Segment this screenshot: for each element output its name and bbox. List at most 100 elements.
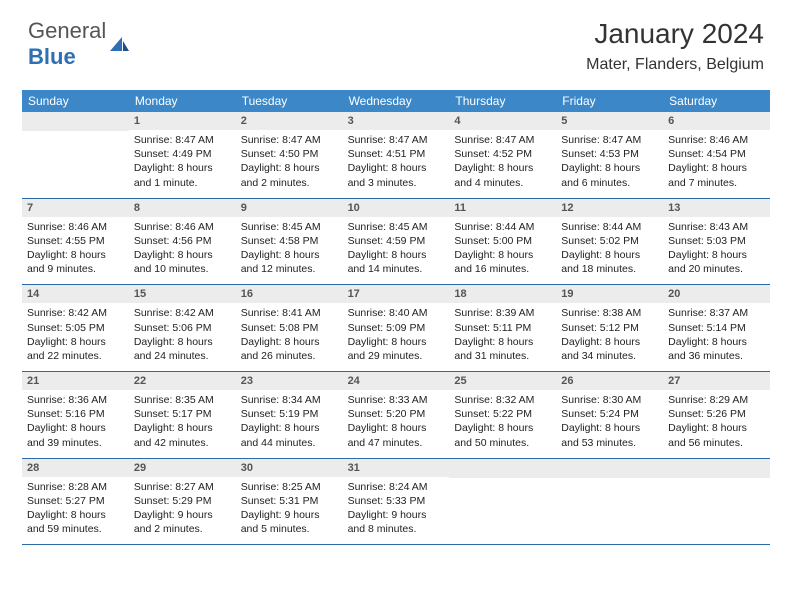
- calendar-cell: 6Sunrise: 8:46 AM Sunset: 4:54 PM Daylig…: [663, 112, 770, 198]
- day-details: Sunrise: 8:47 AM Sunset: 4:49 PM Dayligh…: [129, 130, 236, 198]
- logo-text: General Blue: [28, 18, 106, 70]
- month-title: January 2024: [586, 18, 764, 50]
- title-block: January 2024 Mater, Flanders, Belgium: [586, 18, 764, 74]
- day-number: 1: [129, 112, 236, 130]
- calendar-cell: 15Sunrise: 8:42 AM Sunset: 5:06 PM Dayli…: [129, 285, 236, 371]
- day-number: 23: [236, 372, 343, 390]
- calendar-cell: 27Sunrise: 8:29 AM Sunset: 5:26 PM Dayli…: [663, 372, 770, 458]
- day-number: 24: [343, 372, 450, 390]
- calendar-cell: 22Sunrise: 8:35 AM Sunset: 5:17 PM Dayli…: [129, 372, 236, 458]
- day-details: Sunrise: 8:37 AM Sunset: 5:14 PM Dayligh…: [663, 303, 770, 371]
- calendar: Sunday Monday Tuesday Wednesday Thursday…: [22, 90, 770, 545]
- calendar-cell: 10Sunrise: 8:45 AM Sunset: 4:59 PM Dayli…: [343, 199, 450, 285]
- day-header-wed: Wednesday: [343, 90, 450, 112]
- calendar-cell: 28Sunrise: 8:28 AM Sunset: 5:27 PM Dayli…: [22, 459, 129, 545]
- week-row: 1Sunrise: 8:47 AM Sunset: 4:49 PM Daylig…: [22, 112, 770, 199]
- day-details: Sunrise: 8:28 AM Sunset: 5:27 PM Dayligh…: [22, 477, 129, 545]
- day-details: Sunrise: 8:41 AM Sunset: 5:08 PM Dayligh…: [236, 303, 343, 371]
- calendar-cell: 7Sunrise: 8:46 AM Sunset: 4:55 PM Daylig…: [22, 199, 129, 285]
- calendar-cell: 9Sunrise: 8:45 AM Sunset: 4:58 PM Daylig…: [236, 199, 343, 285]
- day-number: 19: [556, 285, 663, 303]
- day-details: Sunrise: 8:39 AM Sunset: 5:11 PM Dayligh…: [449, 303, 556, 371]
- day-details: Sunrise: 8:25 AM Sunset: 5:31 PM Dayligh…: [236, 477, 343, 545]
- day-number: 27: [663, 372, 770, 390]
- calendar-cell: 5Sunrise: 8:47 AM Sunset: 4:53 PM Daylig…: [556, 112, 663, 198]
- week-row: 7Sunrise: 8:46 AM Sunset: 4:55 PM Daylig…: [22, 199, 770, 286]
- day-details: Sunrise: 8:44 AM Sunset: 5:00 PM Dayligh…: [449, 217, 556, 285]
- day-header-sun: Sunday: [22, 90, 129, 112]
- day-header-fri: Friday: [556, 90, 663, 112]
- day-number: 14: [22, 285, 129, 303]
- day-details: Sunrise: 8:46 AM Sunset: 4:54 PM Dayligh…: [663, 130, 770, 198]
- calendar-cell: 3Sunrise: 8:47 AM Sunset: 4:51 PM Daylig…: [343, 112, 450, 198]
- day-number: [449, 459, 556, 478]
- day-details: Sunrise: 8:27 AM Sunset: 5:29 PM Dayligh…: [129, 477, 236, 545]
- day-details: Sunrise: 8:29 AM Sunset: 5:26 PM Dayligh…: [663, 390, 770, 458]
- logo-word1: General: [28, 18, 106, 43]
- day-details: Sunrise: 8:45 AM Sunset: 4:58 PM Dayligh…: [236, 217, 343, 285]
- day-number: 12: [556, 199, 663, 217]
- location: Mater, Flanders, Belgium: [586, 56, 764, 74]
- day-header-tue: Tuesday: [236, 90, 343, 112]
- day-number: 20: [663, 285, 770, 303]
- calendar-cell: [663, 459, 770, 545]
- calendar-cell: 24Sunrise: 8:33 AM Sunset: 5:20 PM Dayli…: [343, 372, 450, 458]
- day-details: Sunrise: 8:46 AM Sunset: 4:56 PM Dayligh…: [129, 217, 236, 285]
- day-header-row: Sunday Monday Tuesday Wednesday Thursday…: [22, 90, 770, 112]
- calendar-cell: 23Sunrise: 8:34 AM Sunset: 5:19 PM Dayli…: [236, 372, 343, 458]
- calendar-cell: 2Sunrise: 8:47 AM Sunset: 4:50 PM Daylig…: [236, 112, 343, 198]
- day-number: 30: [236, 459, 343, 477]
- week-row: 21Sunrise: 8:36 AM Sunset: 5:16 PM Dayli…: [22, 372, 770, 459]
- calendar-cell: 14Sunrise: 8:42 AM Sunset: 5:05 PM Dayli…: [22, 285, 129, 371]
- day-details: Sunrise: 8:30 AM Sunset: 5:24 PM Dayligh…: [556, 390, 663, 458]
- day-details: Sunrise: 8:42 AM Sunset: 5:05 PM Dayligh…: [22, 303, 129, 371]
- day-details: Sunrise: 8:45 AM Sunset: 4:59 PM Dayligh…: [343, 217, 450, 285]
- calendar-cell: 19Sunrise: 8:38 AM Sunset: 5:12 PM Dayli…: [556, 285, 663, 371]
- calendar-cell: 16Sunrise: 8:41 AM Sunset: 5:08 PM Dayli…: [236, 285, 343, 371]
- day-number: [663, 459, 770, 478]
- calendar-cell: 18Sunrise: 8:39 AM Sunset: 5:11 PM Dayli…: [449, 285, 556, 371]
- day-details: Sunrise: 8:32 AM Sunset: 5:22 PM Dayligh…: [449, 390, 556, 458]
- weeks-container: 1Sunrise: 8:47 AM Sunset: 4:49 PM Daylig…: [22, 112, 770, 545]
- day-number: 8: [129, 199, 236, 217]
- day-details: Sunrise: 8:24 AM Sunset: 5:33 PM Dayligh…: [343, 477, 450, 545]
- day-number: 17: [343, 285, 450, 303]
- header: General Blue January 2024 Mater, Flander…: [0, 0, 792, 82]
- calendar-cell: 4Sunrise: 8:47 AM Sunset: 4:52 PM Daylig…: [449, 112, 556, 198]
- day-details: Sunrise: 8:36 AM Sunset: 5:16 PM Dayligh…: [22, 390, 129, 458]
- calendar-cell: 12Sunrise: 8:44 AM Sunset: 5:02 PM Dayli…: [556, 199, 663, 285]
- day-number: 26: [556, 372, 663, 390]
- day-details: Sunrise: 8:43 AM Sunset: 5:03 PM Dayligh…: [663, 217, 770, 285]
- day-details: Sunrise: 8:38 AM Sunset: 5:12 PM Dayligh…: [556, 303, 663, 371]
- calendar-cell: 11Sunrise: 8:44 AM Sunset: 5:00 PM Dayli…: [449, 199, 556, 285]
- day-number: 22: [129, 372, 236, 390]
- day-number: 5: [556, 112, 663, 130]
- day-number: 3: [343, 112, 450, 130]
- day-details: Sunrise: 8:42 AM Sunset: 5:06 PM Dayligh…: [129, 303, 236, 371]
- calendar-cell: [22, 112, 129, 198]
- day-details: Sunrise: 8:47 AM Sunset: 4:53 PM Dayligh…: [556, 130, 663, 198]
- day-details: Sunrise: 8:44 AM Sunset: 5:02 PM Dayligh…: [556, 217, 663, 285]
- day-number: 21: [22, 372, 129, 390]
- week-row: 28Sunrise: 8:28 AM Sunset: 5:27 PM Dayli…: [22, 459, 770, 546]
- day-details: Sunrise: 8:33 AM Sunset: 5:20 PM Dayligh…: [343, 390, 450, 458]
- calendar-cell: [449, 459, 556, 545]
- day-number: 7: [22, 199, 129, 217]
- calendar-cell: 13Sunrise: 8:43 AM Sunset: 5:03 PM Dayli…: [663, 199, 770, 285]
- calendar-cell: 20Sunrise: 8:37 AM Sunset: 5:14 PM Dayli…: [663, 285, 770, 371]
- day-number: 25: [449, 372, 556, 390]
- day-number: [22, 112, 129, 131]
- logo: General Blue: [28, 18, 130, 70]
- calendar-cell: 29Sunrise: 8:27 AM Sunset: 5:29 PM Dayli…: [129, 459, 236, 545]
- day-details: Sunrise: 8:40 AM Sunset: 5:09 PM Dayligh…: [343, 303, 450, 371]
- calendar-cell: [556, 459, 663, 545]
- day-header-thu: Thursday: [449, 90, 556, 112]
- calendar-cell: 8Sunrise: 8:46 AM Sunset: 4:56 PM Daylig…: [129, 199, 236, 285]
- week-row: 14Sunrise: 8:42 AM Sunset: 5:05 PM Dayli…: [22, 285, 770, 372]
- day-number: 6: [663, 112, 770, 130]
- day-number: 11: [449, 199, 556, 217]
- day-number: 29: [129, 459, 236, 477]
- day-details: Sunrise: 8:34 AM Sunset: 5:19 PM Dayligh…: [236, 390, 343, 458]
- day-number: 31: [343, 459, 450, 477]
- day-details: Sunrise: 8:46 AM Sunset: 4:55 PM Dayligh…: [22, 217, 129, 285]
